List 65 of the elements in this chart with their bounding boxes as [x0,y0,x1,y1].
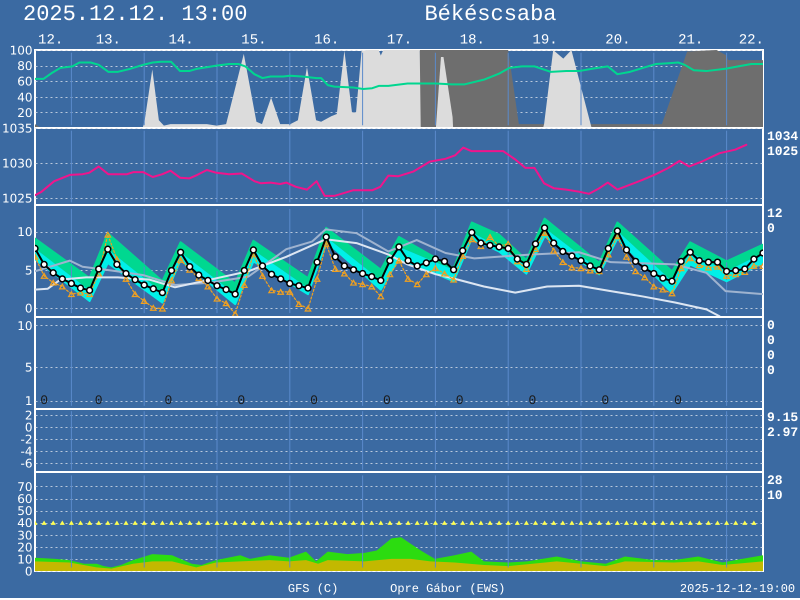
y-tick-label: 60 [17,492,32,506]
y-tick-label: 20 [17,540,32,554]
data-label: 0 [40,393,48,408]
data-label: 0 [237,393,246,408]
y-tick-label: 1 [24,394,32,408]
x-tick-label: 16. [314,32,340,48]
data-label: 0 [601,393,610,408]
y-tick-label: 5 [24,263,32,278]
text: 0 [767,363,775,378]
y-tick-label: 100 [10,44,32,58]
text: 12 [767,206,783,221]
text: 0 [767,333,775,348]
y-tick-label: 2 [24,408,32,422]
x-tick-label: 13. [96,32,121,48]
y-tick-label: 40 [17,90,32,104]
y-tick-label: 0 [24,564,32,578]
y-tick-label: -4 [20,444,32,458]
text: 10 [767,488,783,503]
text: 2.97 [767,425,798,440]
y-tick-label: 1025 [2,192,32,206]
x-tick-label: 19. [532,32,558,48]
text: 0 [767,318,775,333]
text: 0 [767,221,775,236]
data-label: 0 [164,393,172,408]
chart-subtitle: Békéscsaba [424,2,557,27]
text: 1034 [767,129,798,144]
x-tick-label: 15. [241,32,267,48]
x-tick-label: 18. [460,32,485,48]
text: 1025 [767,144,798,159]
text: 2025-12-12-19:00 [680,582,796,596]
y-tick-label: 60 [17,74,32,89]
data-label: 0 [94,393,103,408]
text: 28 [767,473,783,488]
y-tick-label: 80 [17,59,32,74]
y-tick-label: -6 [20,456,32,470]
data-label: 0 [528,393,536,408]
data-label: 0 [456,393,464,408]
x-tick-label: 12. [38,32,64,48]
y-tick-label: 1035 [2,122,32,136]
y-tick-label: 0 [24,301,32,316]
y-tick-label: 5 [24,360,32,375]
x-tick-label: 21. [678,32,704,48]
y-tick-label: 1030 [2,156,32,170]
data-label: 0 [674,393,682,408]
y-tick-label: 20 [17,106,32,120]
text: 0 [767,348,775,363]
y-tick-label: 10 [17,225,32,240]
x-tick-label: 22. [738,32,764,48]
text: Opre Gábor (EWS) [390,582,506,596]
y-tick-label: -2 [20,432,32,446]
y-tick-label: 40 [17,516,32,530]
y-tick-label: 30 [17,528,32,542]
y-tick-label: 10 [17,318,32,333]
text: GFS (C) [288,582,338,596]
y-tick-label: 50 [17,504,32,518]
data-label: 0 [310,393,318,408]
text: 9.15 [767,410,798,425]
y-tick-label: 10 [17,552,32,566]
data-label: 0 [382,393,391,408]
x-tick-label: 14. [168,32,194,48]
y-tick-label: 0 [24,420,32,434]
x-tick-label: 17. [386,32,412,48]
x-tick-label: 20. [605,32,631,48]
y-tick-label: 70 [17,480,32,494]
chart-title: 2025.12.12. 13:00 [23,2,248,27]
